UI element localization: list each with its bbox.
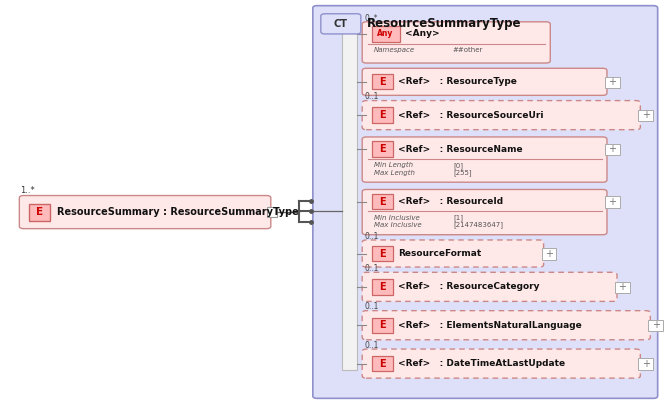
Text: Min Length: Min Length <box>374 162 414 168</box>
Text: Max Inclusive: Max Inclusive <box>374 222 422 228</box>
Text: E: E <box>379 144 386 154</box>
Text: +: + <box>608 144 616 154</box>
Text: [255]: [255] <box>453 169 472 176</box>
Text: 0..*: 0..* <box>364 14 378 23</box>
Text: ResourceSummaryType: ResourceSummaryType <box>367 17 522 30</box>
Bar <box>372 194 393 209</box>
Text: CT: CT <box>334 19 348 29</box>
Text: 0..1: 0..1 <box>364 232 379 241</box>
Bar <box>372 74 393 89</box>
Text: Max Length: Max Length <box>374 169 415 176</box>
FancyBboxPatch shape <box>362 68 607 95</box>
Text: <Any>: <Any> <box>405 29 440 38</box>
Bar <box>372 318 393 333</box>
Text: Any: Any <box>378 29 394 38</box>
Text: +: + <box>642 359 650 368</box>
Text: <Ref>   : ResourceType: <Ref> : ResourceType <box>398 77 517 86</box>
FancyBboxPatch shape <box>362 101 640 130</box>
Bar <box>648 320 663 331</box>
Text: E: E <box>379 248 386 259</box>
FancyBboxPatch shape <box>362 189 607 235</box>
Text: [2147483647]: [2147483647] <box>453 222 503 228</box>
Bar <box>29 204 50 221</box>
Text: E: E <box>379 359 386 368</box>
Text: ##other: ##other <box>453 47 484 53</box>
Bar <box>605 77 620 88</box>
FancyBboxPatch shape <box>362 240 544 267</box>
FancyBboxPatch shape <box>321 14 361 34</box>
Bar <box>372 279 393 295</box>
Text: <Ref>   : ResourceSourceUri: <Ref> : ResourceSourceUri <box>398 111 544 120</box>
Text: 0..1: 0..1 <box>364 93 379 101</box>
Text: E: E <box>379 282 386 292</box>
Text: E: E <box>36 207 43 217</box>
Text: [1]: [1] <box>453 215 463 221</box>
Text: +: + <box>608 197 616 206</box>
Text: ResourceFormat: ResourceFormat <box>398 249 482 258</box>
Text: +: + <box>652 320 660 330</box>
Bar <box>372 107 393 123</box>
Text: E: E <box>379 197 386 206</box>
Text: Min Inclusive: Min Inclusive <box>374 215 420 221</box>
Bar <box>372 141 393 157</box>
FancyBboxPatch shape <box>362 272 617 301</box>
FancyBboxPatch shape <box>362 22 550 63</box>
Bar <box>372 356 393 371</box>
Text: 1..*: 1..* <box>20 186 35 195</box>
Bar <box>267 207 277 217</box>
Text: 0..1: 0..1 <box>364 303 379 311</box>
Text: +: + <box>608 77 616 87</box>
Text: <Ref>   : ElementsNaturalLanguage: <Ref> : ElementsNaturalLanguage <box>398 321 582 330</box>
Text: <Ref>   : DateTimeAtLastUpdate: <Ref> : DateTimeAtLastUpdate <box>398 359 566 368</box>
Bar <box>372 26 400 42</box>
Text: +: + <box>545 248 553 259</box>
Text: [0]: [0] <box>453 162 463 168</box>
Text: E: E <box>379 77 386 87</box>
Text: Namespace: Namespace <box>374 47 416 53</box>
Bar <box>638 110 653 121</box>
Text: <Ref>   : ResourceId: <Ref> : ResourceId <box>398 197 504 206</box>
Bar <box>605 144 620 155</box>
FancyBboxPatch shape <box>362 311 650 340</box>
Text: 0..1: 0..1 <box>364 264 379 273</box>
Bar <box>605 196 620 208</box>
FancyBboxPatch shape <box>313 6 658 398</box>
Text: +: + <box>618 282 626 292</box>
Bar <box>638 358 653 370</box>
Text: 0..1: 0..1 <box>364 341 379 350</box>
FancyBboxPatch shape <box>19 196 271 229</box>
FancyBboxPatch shape <box>362 137 607 182</box>
Text: <Ref>   : ResourceName: <Ref> : ResourceName <box>398 145 523 154</box>
Bar <box>542 248 556 259</box>
Text: E: E <box>379 110 386 120</box>
Bar <box>615 282 630 293</box>
Bar <box>342 30 357 370</box>
Bar <box>372 246 393 261</box>
Text: +: + <box>642 110 650 120</box>
Text: E: E <box>379 320 386 330</box>
Text: ResourceSummary : ResourceSummaryType: ResourceSummary : ResourceSummaryType <box>57 207 298 217</box>
FancyBboxPatch shape <box>362 349 640 378</box>
Text: <Ref>   : ResourceCategory: <Ref> : ResourceCategory <box>398 282 540 291</box>
